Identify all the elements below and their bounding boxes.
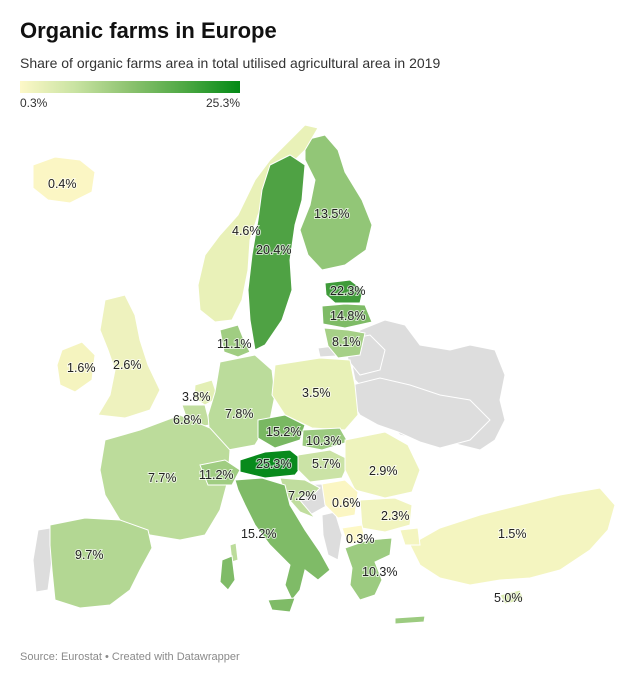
region-portugal [32,527,53,593]
region-switzerland [199,459,241,486]
label-switzerland: 11.2% [199,468,234,482]
region-uk [97,294,161,419]
region-turkey [409,487,616,586]
label-netherlands: 3.8% [182,390,211,404]
legend-min-label: 0.3% [20,96,48,110]
region-hungary [297,449,351,483]
region-shapes [32,124,616,625]
region-france [99,414,231,541]
region-slovakia [301,427,349,451]
region-sweden [247,154,306,351]
region-north-macedonia [341,524,366,546]
label-croatia: 7.2% [288,489,317,503]
region-czechia [257,414,306,449]
label-greece: 10.3% [362,565,397,579]
region-iceland [32,156,96,204]
legend-max-label: 25.3% [205,96,240,110]
label-denmark: 11.1% [217,337,252,351]
region-turkey-thrace [399,527,421,546]
label-uk: 2.6% [113,358,142,372]
label-norway: 4.6% [232,224,261,238]
label-germany: 7.8% [225,407,254,421]
label-austria: 25.3% [256,457,291,471]
label-slovakia: 10.3% [306,434,341,448]
label-sweden: 20.4% [256,243,291,257]
region-sicily [267,597,296,613]
label-spain: 9.7% [75,548,104,562]
label-romania: 2.9% [369,464,398,478]
region-sardinia [219,555,236,591]
no-data-regions [32,319,506,593]
region-croatia [279,477,321,519]
region-finland [299,134,373,271]
region-denmark [219,324,251,358]
color-legend-bar [20,81,240,93]
label-czechia: 15.2% [266,425,301,439]
label-hungary: 5.7% [312,457,341,471]
region-estonia [324,279,364,304]
label-latvia: 14.8% [330,309,365,323]
region-crete [394,615,426,625]
region-latvia [321,303,373,329]
source-footer: Source: Eurostat • Created with Datawrap… [20,651,240,663]
region-poland [271,357,359,431]
label-poland: 3.5% [302,386,331,400]
region-montenegro-albania [321,511,343,561]
label-ireland: 1.6% [67,361,96,375]
region-ireland [56,341,96,393]
label-serbia: 0.6% [332,496,361,510]
chart-subtitle: Share of organic farms area in total uti… [20,55,441,71]
label-turkey: 1.5% [498,527,527,541]
label-france: 7.7% [148,471,177,485]
label-cyprus: 5.0% [494,591,523,605]
region-labels: 0.4% 13.5% 4.6% 20.4% 22.3% 14.8% 8.1% 1… [47,176,528,606]
label-iceland: 0.4% [48,177,77,191]
region-cyprus [499,589,525,605]
region-serbia [321,479,359,519]
region-spain [49,517,153,609]
region-ukraine [349,377,491,449]
label-italy: 15.2% [241,527,276,541]
label-finland: 13.5% [314,207,349,221]
region-norway [197,124,319,323]
label-estonia: 22.3% [330,284,365,298]
chart-title: Organic farms in Europe [20,18,277,43]
region-romania [344,431,421,499]
label-north-macedonia: 0.3% [346,532,375,546]
region-lithuania [323,327,366,359]
region-italy [234,477,331,601]
label-lithuania: 8.1% [332,335,361,349]
region-netherlands [193,379,219,406]
label-belgium: 6.8% [173,413,202,427]
label-bulgaria: 2.3% [381,509,410,523]
region-greece [344,537,393,601]
